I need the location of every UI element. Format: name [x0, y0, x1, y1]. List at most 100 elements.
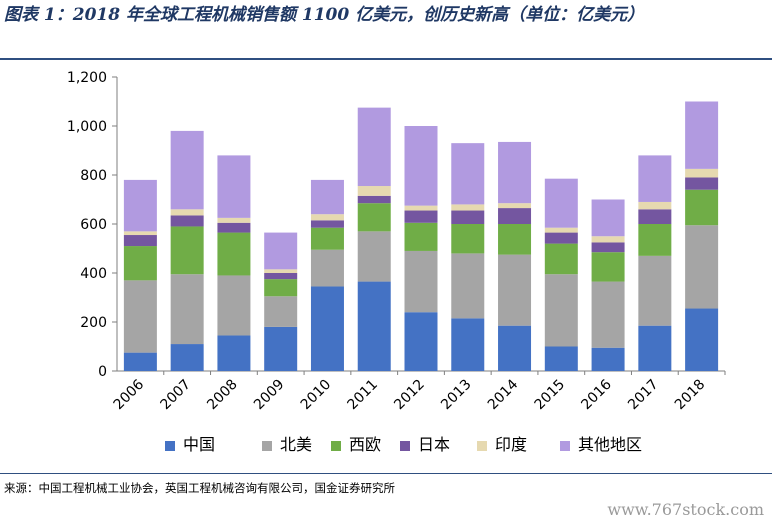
bar-segment [685, 308, 719, 371]
bar-segment [217, 217, 251, 223]
bar-segment [123, 179, 157, 232]
legend-swatch [165, 441, 175, 451]
title-rule [0, 58, 772, 60]
bar-segment [217, 275, 251, 336]
y-tick-label: 200 [80, 315, 107, 331]
legend-swatch [331, 441, 341, 451]
bar-segment [451, 210, 485, 224]
y-tick-label: 400 [80, 266, 107, 282]
bar-segment [310, 179, 344, 215]
bar-segment [638, 255, 672, 326]
bar-segment [123, 231, 157, 236]
bar-segment [498, 224, 532, 255]
x-tick-label: 2009 [251, 377, 288, 414]
legend-label: 日本 [418, 435, 450, 454]
bar-segment [357, 186, 391, 196]
bar-segment [357, 281, 391, 371]
bar-segment [123, 235, 157, 247]
x-tick-label: 2010 [298, 377, 335, 414]
bar-segment [451, 143, 485, 205]
bar-segment [310, 286, 344, 371]
bar-segment [404, 222, 438, 251]
bar-segment [544, 274, 578, 347]
bar-segment [357, 203, 391, 232]
bar-segment [123, 280, 157, 353]
bar-segment [638, 201, 672, 210]
bar-segment [264, 269, 298, 273]
bar-segment [217, 232, 251, 276]
bar-segment [404, 312, 438, 371]
bar-segment [498, 254, 532, 326]
bar-segment [591, 199, 625, 237]
bar-segment [591, 281, 625, 348]
legend-swatch [400, 441, 410, 451]
legend-label: 中国 [183, 435, 215, 454]
bar-segment [544, 178, 578, 228]
legend-swatch [560, 441, 570, 451]
bar-segment [310, 214, 344, 221]
bar-segment [170, 344, 204, 371]
legend-label: 西欧 [349, 435, 381, 454]
bar-segment [310, 227, 344, 250]
x-tick-label: 2008 [204, 377, 241, 414]
bar-segment [544, 227, 578, 233]
bar-segment [685, 177, 719, 190]
bar-segment [685, 189, 719, 226]
watermark: www.767stock.com [607, 500, 764, 519]
x-tick-label: 2011 [345, 377, 382, 414]
bar-segment [591, 242, 625, 253]
bar-segment [217, 155, 251, 218]
x-tick-label: 2006 [111, 376, 148, 413]
bar-segment [264, 273, 298, 280]
bar-segment [638, 209, 672, 224]
x-tick-label: 2014 [485, 376, 522, 413]
x-tick-label: 2016 [578, 376, 615, 413]
x-tick-label: 2013 [438, 377, 475, 414]
bar-segment [404, 126, 438, 206]
bar-segment [591, 347, 625, 371]
bar-segment [170, 209, 204, 216]
bar-segment [264, 296, 298, 327]
bar-segment [357, 195, 391, 204]
x-tick-label: 2015 [532, 377, 569, 414]
bar-segment [544, 243, 578, 275]
bar-segment [451, 318, 485, 371]
bar-segment [310, 249, 344, 287]
bar-segment [170, 130, 204, 210]
x-tick-label: 2017 [625, 377, 662, 414]
bar-segment [123, 246, 157, 281]
x-tick-label: 2012 [391, 377, 428, 414]
bar-segment [170, 215, 204, 227]
bar-segment [170, 226, 204, 275]
bar-segment [638, 224, 672, 256]
legend-swatch [477, 441, 487, 451]
bar-segment [685, 101, 719, 169]
bar-segment [264, 279, 298, 297]
source-rule [0, 473, 772, 474]
x-tick-label: 2007 [157, 377, 194, 414]
bar-segment [404, 210, 438, 223]
bar-segment [357, 107, 391, 187]
y-tick-label: 600 [80, 217, 107, 233]
bar-segment [591, 252, 625, 282]
bar-segment [451, 224, 485, 254]
y-tick-label: 800 [80, 168, 107, 184]
legend-label: 北美 [280, 435, 312, 454]
bar-segment [591, 236, 625, 243]
bar-segment [544, 232, 578, 244]
bar-segment [357, 231, 391, 282]
y-tick-label: 0 [98, 364, 107, 380]
bar-segment [498, 325, 532, 371]
bar-segment [264, 232, 298, 270]
bar-segment [638, 325, 672, 371]
y-tick-label: 1,000 [67, 119, 107, 135]
stacked-bar-chart: 0 200 400 600 800 1,000 1,200 2006 2007 2008 2009 2… [67, 70, 726, 454]
bar-segment [451, 253, 485, 319]
legend-swatch [262, 441, 272, 451]
bar-segment [404, 205, 438, 211]
bar-segment [217, 222, 251, 233]
bar-segment [310, 220, 344, 228]
bar-segment [123, 352, 157, 371]
legend-label: 印度 [495, 435, 527, 454]
bar-segment [404, 250, 438, 313]
